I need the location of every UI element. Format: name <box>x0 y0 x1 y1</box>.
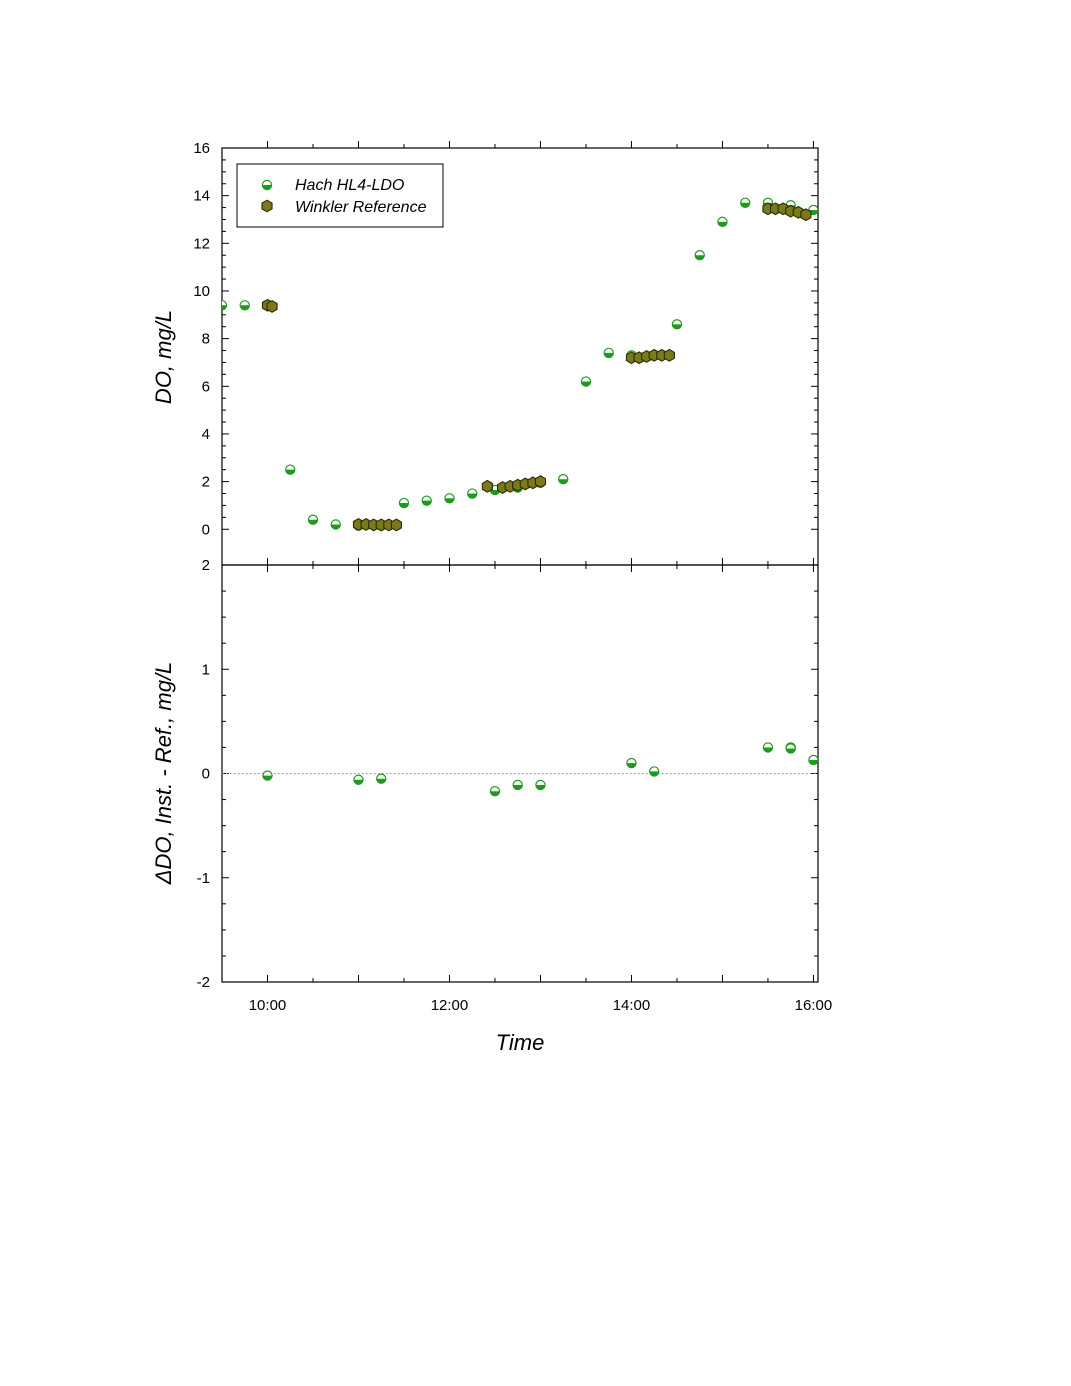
delta-point <box>762 742 774 753</box>
top-y-tick: 2 <box>202 474 818 491</box>
legend-marker-winkler <box>261 199 273 213</box>
legend: Hach HL4-LDO Winkler Reference <box>236 163 444 228</box>
bottom-y-tick: -2 <box>197 974 818 991</box>
delta-point <box>808 754 818 766</box>
hach-point <box>330 519 341 530</box>
delta-point <box>785 743 796 754</box>
top-y-axis: 0 2 4 6 8 10 12 14 16 <box>193 140 818 538</box>
delta-point <box>535 779 546 791</box>
delta-point <box>489 786 501 797</box>
bottom-y-tick-label: 0 <box>202 766 210 783</box>
top-y-tick: 0 <box>202 521 818 538</box>
top-y-tick: 4 <box>202 426 818 443</box>
legend-box <box>236 163 444 228</box>
x-tick-label: 12:00 <box>431 997 469 1014</box>
top-y-axis-title: DO, mg/L <box>151 310 176 404</box>
top-y-tick-label: 12 <box>193 235 210 252</box>
top-y-tick: 6 <box>202 378 818 395</box>
x-axis: 10:00 12:00 14:00 16:00 <box>249 141 833 1014</box>
top-y-tick-label: 16 <box>193 140 210 157</box>
winkler-point <box>534 475 547 489</box>
bottom-y-tick: -1 <box>197 870 818 887</box>
hach-point <box>421 495 432 506</box>
top-y-tick-label: 4 <box>202 426 210 443</box>
x-tick-label: 14:00 <box>613 997 651 1014</box>
x-tick-label: 10:00 <box>249 997 287 1014</box>
bottom-y-axis: -2 -1 0 1 2 <box>197 557 818 991</box>
top-y-tick: 16 <box>193 140 818 157</box>
winkler-point <box>800 208 812 222</box>
bottom-y-tick-label: -1 <box>197 870 210 887</box>
top-y-tick: 12 <box>193 235 818 252</box>
delta-point <box>626 757 637 769</box>
winkler-point <box>390 518 402 532</box>
delta-point <box>376 773 387 784</box>
delta-point <box>649 766 660 777</box>
bottom-y-tick: 1 <box>202 661 818 678</box>
hach-point <box>671 319 683 330</box>
hach-point <box>558 474 569 485</box>
x-axis-title: Time <box>496 1030 545 1055</box>
top-y-tick-label: 14 <box>193 188 210 205</box>
top-y-tick-label: 8 <box>202 331 210 348</box>
top-data-points <box>222 197 818 532</box>
legend-label-winkler: Winkler Reference <box>295 199 427 216</box>
top-y-tick-label: 6 <box>202 378 210 395</box>
hach-point <box>239 300 250 311</box>
delta-point <box>262 770 273 781</box>
bottom-y-axis-title: ΔDO, Inst. - Ref., mg/L <box>151 662 176 886</box>
winkler-point <box>481 479 493 493</box>
winkler-point <box>663 348 675 362</box>
bottom-y-tick: 2 <box>202 557 818 574</box>
top-y-tick: 8 <box>202 331 818 348</box>
hach-point <box>444 493 455 504</box>
hach-point <box>467 488 478 499</box>
hach-point <box>603 347 614 359</box>
hach-point <box>740 197 751 209</box>
delta-point <box>512 779 523 791</box>
legend-winkler-symbol <box>261 199 273 213</box>
hach-point <box>694 250 705 261</box>
delta-point <box>353 774 364 785</box>
legend-hach-symbol <box>261 179 273 191</box>
bottom-y-tick-label: -2 <box>197 974 210 991</box>
bottom-y-tick-label: 2 <box>202 557 210 574</box>
hach-point <box>222 300 228 311</box>
top-y-tick-label: 2 <box>202 474 210 491</box>
hach-point <box>580 376 592 387</box>
top-y-tick: 14 <box>193 188 818 205</box>
winkler-point <box>266 300 278 313</box>
hach-point <box>398 497 410 509</box>
bottom-data-points <box>262 742 818 797</box>
hach-point <box>307 514 319 525</box>
hach-point <box>285 464 296 475</box>
legend-marker-hach <box>261 179 273 191</box>
bottom-y-tick-label: 1 <box>202 661 210 678</box>
hach-point <box>717 216 728 228</box>
legend-label-hach: Hach HL4-LDO <box>295 177 404 194</box>
top-y-tick-label: 10 <box>193 283 210 300</box>
x-tick-label: 16:00 <box>795 997 833 1014</box>
top-y-tick-label: 0 <box>202 521 210 538</box>
top-y-tick: 10 <box>193 283 818 300</box>
